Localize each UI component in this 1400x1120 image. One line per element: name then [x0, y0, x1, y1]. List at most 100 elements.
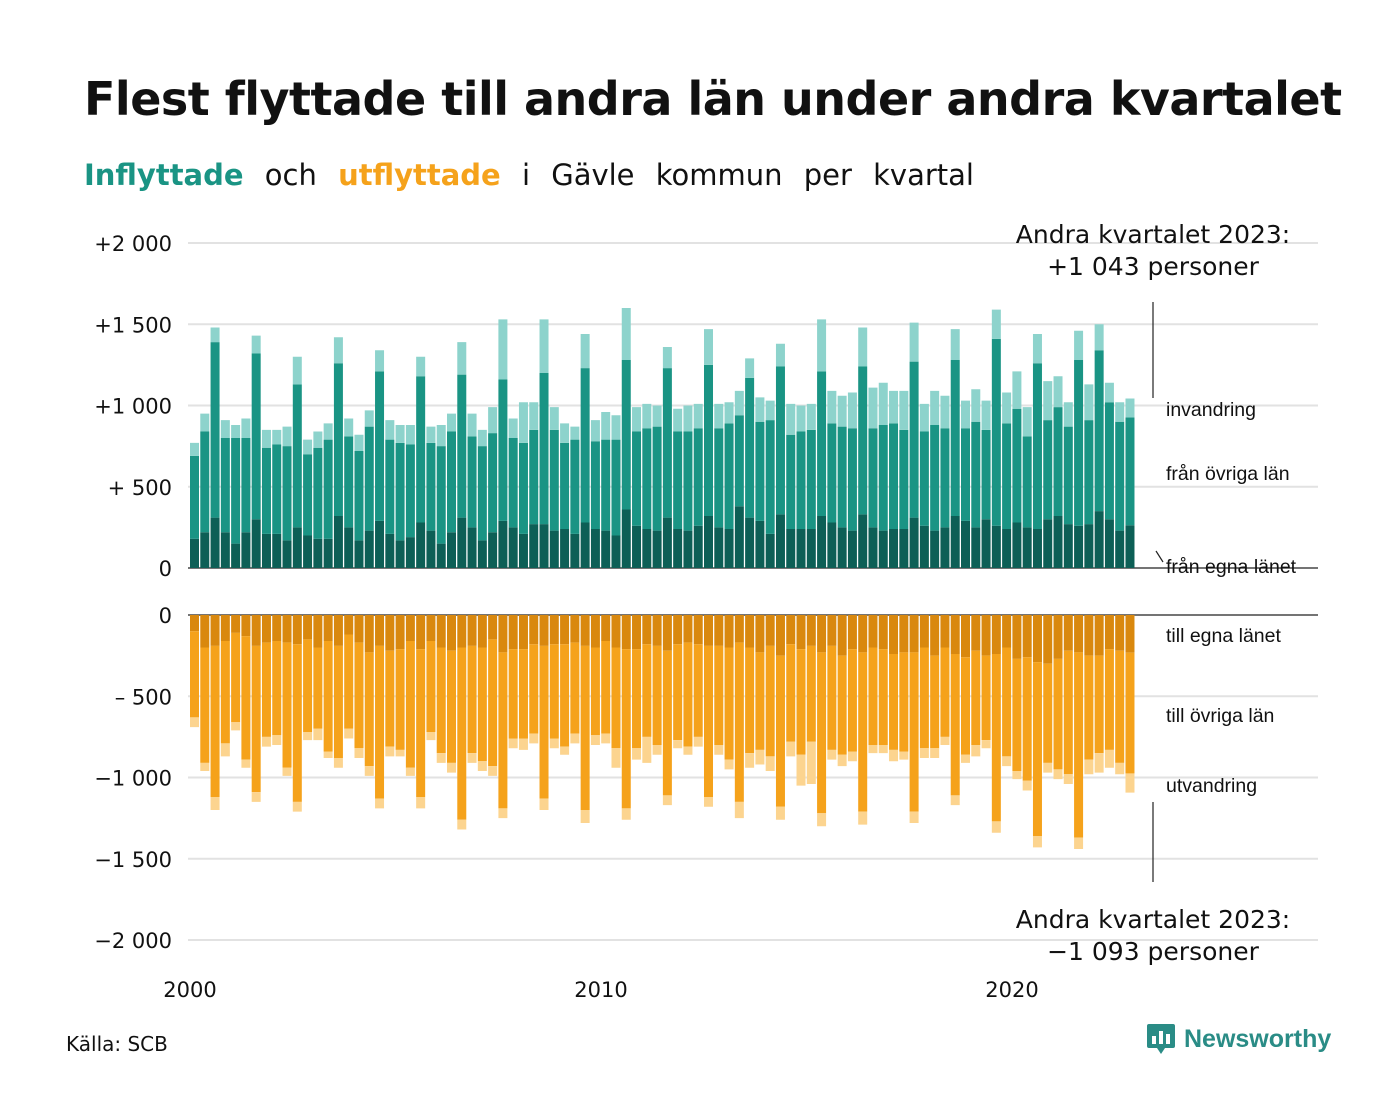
bar-out-to_ovriga_lan	[272, 641, 282, 736]
bar-in-from_egna_lanet	[632, 525, 642, 568]
bar-out-to_egna_lanet	[899, 615, 909, 653]
bar-out-to_ovriga_lan	[652, 645, 662, 745]
bar-in-from_egna_lanet	[683, 530, 693, 568]
bar-in-invandring	[1022, 407, 1032, 437]
bar-out-to_egna_lanet	[714, 615, 724, 646]
bar-in-from_egna_lanet	[745, 517, 755, 568]
bar-out-to_ovriga_lan	[817, 652, 827, 814]
bar-out-to_ovriga_lan	[919, 647, 929, 749]
bar-out-to_egna_lanet	[1043, 615, 1053, 664]
bar-in-from_ovriga_lan	[827, 423, 837, 523]
bar-out-to_ovriga_lan	[714, 645, 724, 745]
bar-out-utvandring	[837, 754, 847, 767]
newsworthy-logo[interactable]: Newsworthy	[1146, 1022, 1331, 1056]
bar-in-invandring	[1043, 381, 1053, 421]
bar-out-to_ovriga_lan	[251, 645, 261, 793]
bar-out-to_ovriga_lan	[1125, 652, 1135, 774]
bar-in-from_ovriga_lan	[724, 423, 734, 529]
bar-in-invandring	[220, 420, 230, 438]
bar-in-from_ovriga_lan	[909, 361, 919, 518]
chart-subtitle: Inflyttade och utflyttade i Gävle kommun…	[84, 158, 986, 192]
bar-in-from_egna_lanet	[539, 524, 549, 568]
bar-out-utvandring	[405, 767, 415, 776]
bar-out-utvandring	[292, 801, 302, 812]
bar-in-invandring	[488, 407, 498, 434]
bar-out-to_ovriga_lan	[765, 645, 775, 757]
bar-in-from_egna_lanet	[416, 522, 426, 568]
bar-out-to_ovriga_lan	[786, 644, 796, 742]
bar-out-to_egna_lanet	[734, 615, 744, 643]
bar-out-to_ovriga_lan	[375, 645, 385, 799]
bar-out-utvandring	[467, 753, 477, 763]
bar-in-invandring	[200, 413, 210, 432]
bar-out-utvandring	[704, 797, 713, 807]
bar-in-from_egna_lanet	[981, 519, 991, 568]
bar-in-from_egna_lanet	[1053, 516, 1063, 568]
bar-out-utvandring	[580, 810, 590, 823]
bar-in-from_egna_lanet	[570, 533, 580, 568]
bar-in-from_ovriga_lan	[580, 368, 590, 523]
bar-out-to_ovriga_lan	[282, 642, 292, 768]
bar-in-from_egna_lanet	[498, 520, 508, 568]
bar-out-to_egna_lanet	[652, 615, 662, 646]
bar-in-from_ovriga_lan	[775, 366, 785, 515]
bar-in-from_egna_lanet	[775, 514, 785, 568]
bar-in-from_ovriga_lan	[539, 373, 549, 525]
bar-in-from_egna_lanet	[518, 533, 528, 568]
bar-in-invandring	[940, 395, 950, 429]
bar-in-from_ovriga_lan	[426, 442, 436, 531]
bar-out-utvandring	[940, 736, 950, 745]
bar-in-invandring	[560, 423, 570, 443]
bar-out-to_ovriga_lan	[775, 655, 785, 807]
bar-in-from_ovriga_lan	[601, 439, 611, 531]
bar-out-to_egna_lanet	[549, 615, 559, 645]
bar-out-utvandring	[806, 741, 816, 784]
bar-in-invandring	[508, 418, 518, 438]
bar-out-utvandring	[231, 722, 241, 731]
bar-out-to_egna_lanet	[704, 615, 713, 646]
bar-in-invandring	[375, 350, 385, 372]
bar-out-to_ovriga_lan	[796, 649, 806, 755]
bar-in-from_ovriga_lan	[457, 374, 467, 518]
bar-out-to_ovriga_lan	[683, 642, 693, 747]
bar-in-from_ovriga_lan	[570, 439, 580, 534]
bar-in-from_egna_lanet	[662, 517, 672, 568]
bar-out-to_ovriga_lan	[981, 655, 991, 741]
bar-in-from_ovriga_lan	[529, 429, 539, 525]
bar-out-to_ovriga_lan	[1022, 657, 1032, 781]
bar-in-invandring	[704, 329, 713, 365]
bar-in-from_ovriga_lan	[961, 428, 970, 521]
bar-in-from_ovriga_lan	[1022, 436, 1032, 528]
bar-in-invandring	[570, 426, 580, 440]
bar-out-to_egna_lanet	[601, 615, 611, 641]
bar-in-invandring	[652, 405, 662, 427]
bar-out-utvandring	[1115, 762, 1125, 775]
bar-out-utvandring	[241, 759, 251, 768]
bar-out-to_ovriga_lan	[827, 645, 837, 750]
bar-in-invandring	[858, 327, 868, 367]
bar-out-to_ovriga_lan	[991, 654, 1001, 822]
bar-out-utvandring	[899, 751, 909, 760]
y-tick-label: −2 000	[94, 929, 172, 953]
bar-out-to_ovriga_lan	[447, 650, 456, 763]
bar-in-from_egna_lanet	[755, 520, 765, 568]
bar-in-invandring	[693, 403, 703, 429]
bar-out-to_egna_lanet	[395, 615, 405, 650]
bar-in-invandring	[467, 413, 477, 437]
bar-out-utvandring	[734, 801, 744, 819]
bar-out-to_egna_lanet	[539, 615, 549, 646]
bar-in-invandring	[323, 423, 333, 440]
annotation-in-line2: +1 043 personer	[1047, 252, 1260, 281]
bar-out-to_ovriga_lan	[1074, 652, 1084, 838]
bar-out-to_egna_lanet	[1104, 615, 1114, 650]
bar-in-from_egna_lanet	[878, 530, 888, 568]
bar-in-invandring	[241, 418, 251, 438]
bar-in-from_egna_lanet	[220, 532, 230, 568]
bar-out-to_egna_lanet	[878, 615, 888, 650]
bar-out-to_egna_lanet	[313, 615, 323, 648]
bar-in-from_egna_lanet	[642, 529, 652, 568]
bar-out-utvandring	[786, 741, 796, 757]
bar-out-to_ovriga_lan	[344, 634, 354, 729]
bar-out-to_egna_lanet	[272, 615, 282, 641]
bar-in-from_egna_lanet	[1002, 529, 1012, 568]
